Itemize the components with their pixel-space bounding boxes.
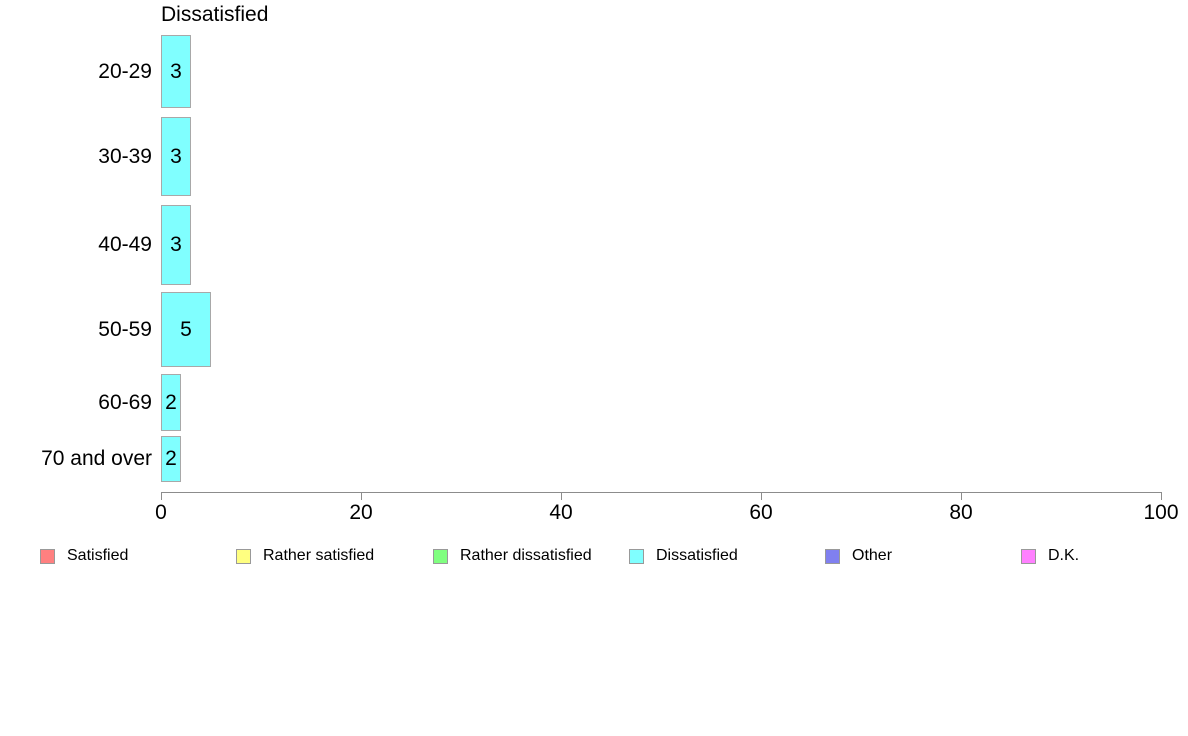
axis-tick — [761, 492, 762, 500]
axis-tick-label: 60 — [749, 501, 773, 524]
category-label: 30-39 — [98, 144, 152, 168]
axis-tick — [561, 492, 562, 500]
axis-tick-label: 20 — [349, 501, 373, 524]
category-label: 50-59 — [98, 317, 152, 341]
axis-tick-label: 100 — [1143, 501, 1179, 524]
axis-baseline — [161, 492, 1161, 493]
legend-item: Rather satisfied — [236, 547, 375, 564]
legend-swatch — [433, 548, 448, 564]
legend-item: Satisfied — [40, 547, 129, 564]
legend-label: Satisfied — [67, 547, 129, 564]
category-label: 60-69 — [98, 390, 152, 414]
bar-value-label: 2 — [165, 390, 177, 414]
category-label: 70 and over — [41, 447, 152, 470]
legend-item: Dissatisfied — [629, 547, 738, 564]
bar: 3 — [161, 117, 191, 196]
bar-value-label: 5 — [180, 317, 192, 341]
axis-tick — [361, 492, 362, 500]
bar-value-label: 3 — [170, 233, 182, 256]
bar-value-label: 3 — [170, 59, 182, 83]
category-label: 20-29 — [98, 59, 152, 83]
axis-tick-label: 40 — [549, 501, 573, 524]
legend-item: Other — [825, 547, 893, 564]
bar-value-label: 3 — [170, 144, 182, 168]
legend-label: D.K. — [1048, 547, 1080, 564]
legend-swatch — [629, 548, 644, 564]
axis-tick — [1161, 492, 1162, 500]
chart-title: Dissatisfied — [161, 3, 269, 26]
axis-tick-label: 80 — [949, 501, 973, 524]
legend-swatch — [825, 548, 840, 564]
legend-label: Rather satisfied — [263, 547, 375, 564]
legend-label: Rather dissatisfied — [460, 547, 592, 564]
legend-swatch — [40, 548, 55, 564]
bar: 2 — [161, 374, 181, 431]
legend-swatch — [236, 548, 251, 564]
bar: 3 — [161, 205, 191, 285]
axis-tick — [161, 492, 162, 500]
axis-tick — [961, 492, 962, 500]
category-label: 40-49 — [98, 233, 152, 256]
legend-label: Other — [852, 547, 893, 564]
bar: 3 — [161, 35, 191, 108]
legend-label: Dissatisfied — [656, 547, 738, 564]
legend-item: Rather dissatisfied — [433, 547, 592, 564]
bar: 5 — [161, 292, 211, 367]
bar-value-label: 2 — [165, 447, 177, 470]
axis-tick-label: 0 — [155, 501, 167, 524]
bar: 2 — [161, 436, 181, 482]
legend-swatch — [1021, 548, 1036, 564]
legend-item: D.K. — [1021, 547, 1080, 564]
